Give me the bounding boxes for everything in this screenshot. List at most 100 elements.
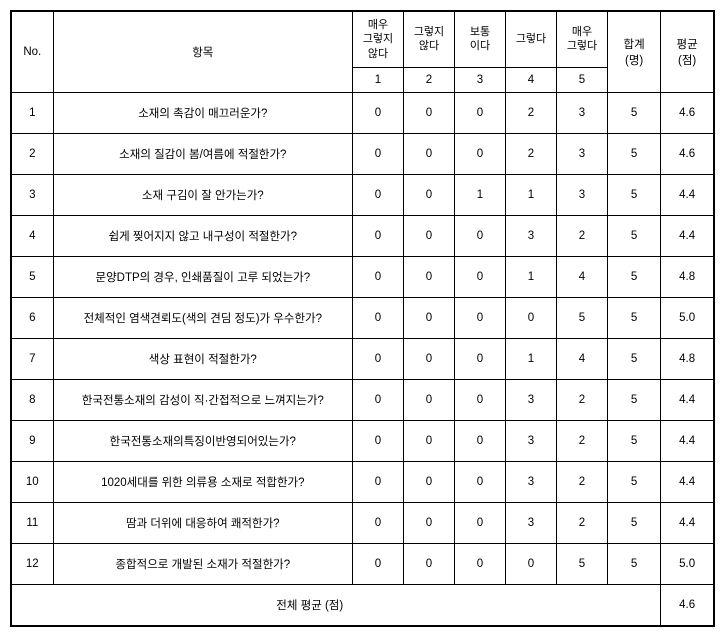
- row-scale-2: 0: [404, 297, 455, 338]
- row-item: 전체적인 염색견뢰도(색의 견딤 정도)가 우수한가?: [53, 297, 352, 338]
- row-scale-5: 3: [557, 133, 608, 174]
- row-scale-4: 3: [506, 215, 557, 256]
- row-scale-3: 0: [455, 420, 506, 461]
- header-scale-1-label: 매우그렇지않다: [353, 11, 404, 67]
- row-avg: 4.4: [661, 461, 714, 502]
- avg-label: 평균: [677, 39, 698, 51]
- row-scale-3: 0: [455, 297, 506, 338]
- row-scale-5: 2: [557, 420, 608, 461]
- total-label: 합계: [624, 39, 645, 51]
- scale-label-text: 매우그렇다: [567, 26, 597, 52]
- row-no: 6: [11, 297, 53, 338]
- row-scale-5: 3: [557, 174, 608, 215]
- row-total: 5: [608, 174, 661, 215]
- row-total: 5: [608, 133, 661, 174]
- row-total: 5: [608, 338, 661, 379]
- row-total: 5: [608, 297, 661, 338]
- row-scale-4: 2: [506, 133, 557, 174]
- row-scale-2: 0: [404, 543, 455, 584]
- footer-empty: [608, 584, 661, 626]
- table-row: 2소재의 질감이 봄/여름에 적절한가?0002354.6: [11, 133, 714, 174]
- total-unit: (명): [625, 55, 643, 67]
- row-scale-3: 0: [455, 215, 506, 256]
- row-no: 1: [11, 92, 53, 133]
- row-avg: 5.0: [661, 297, 714, 338]
- row-scale-2: 0: [404, 92, 455, 133]
- row-scale-3: 1: [455, 174, 506, 215]
- row-scale-5: 5: [557, 543, 608, 584]
- table-row: 8한국전통소재의 감성이 직·간접적으로 느껴지는가?0003254.4: [11, 379, 714, 420]
- row-no: 7: [11, 338, 53, 379]
- row-total: 5: [608, 543, 661, 584]
- row-avg: 4.4: [661, 215, 714, 256]
- scale-label-text: 매우그렇지않다: [363, 19, 393, 60]
- row-avg: 4.8: [661, 338, 714, 379]
- row-no: 4: [11, 215, 53, 256]
- scale-label-text: 보통이다: [470, 26, 490, 52]
- row-scale-1: 0: [353, 133, 404, 174]
- row-scale-5: 3: [557, 92, 608, 133]
- row-scale-2: 0: [404, 379, 455, 420]
- row-item: 1020세대를 위한 의류용 소재로 적합한가?: [53, 461, 352, 502]
- row-avg: 4.6: [661, 92, 714, 133]
- avg-unit: (점): [678, 55, 696, 67]
- row-scale-3: 0: [455, 379, 506, 420]
- scale-label-text: 그렇다: [516, 33, 546, 45]
- row-scale-4: 3: [506, 502, 557, 543]
- row-scale-2: 0: [404, 461, 455, 502]
- row-no: 8: [11, 379, 53, 420]
- table-row: 7색상 표현이 적절한가?0001454.8: [11, 338, 714, 379]
- row-item: 소재 구김이 잘 안가는가?: [53, 174, 352, 215]
- row-scale-5: 2: [557, 215, 608, 256]
- header-no: No.: [11, 11, 53, 92]
- header-item: 항목: [53, 11, 352, 92]
- row-total: 5: [608, 379, 661, 420]
- row-scale-5: 2: [557, 461, 608, 502]
- header-scale-4-num: 4: [506, 67, 557, 92]
- header-total: 합계 (명): [608, 11, 661, 92]
- scale-label-text: 그렇지않다: [414, 26, 444, 52]
- table-row: 4쉽게 찢어지지 않고 내구성이 적절한가?0003254.4: [11, 215, 714, 256]
- header-scale-5-label: 매우그렇다: [557, 11, 608, 67]
- row-scale-2: 0: [404, 338, 455, 379]
- header-scale-5-num: 5: [557, 67, 608, 92]
- header-scale-3-num: 3: [455, 67, 506, 92]
- row-scale-2: 0: [404, 174, 455, 215]
- header-scale-1-num: 1: [353, 67, 404, 92]
- table-row: 11땀과 더위에 대응하여 쾌적한가?0003254.4: [11, 502, 714, 543]
- row-scale-2: 0: [404, 256, 455, 297]
- row-no: 10: [11, 461, 53, 502]
- row-item: 종합적으로 개발된 소재가 적절한가?: [53, 543, 352, 584]
- row-no: 3: [11, 174, 53, 215]
- row-item: 소재의 촉감이 매끄러운가?: [53, 92, 352, 133]
- row-scale-3: 0: [455, 92, 506, 133]
- row-scale-1: 0: [353, 543, 404, 584]
- row-scale-3: 0: [455, 502, 506, 543]
- row-total: 5: [608, 92, 661, 133]
- row-item: 한국전통소재의 감성이 직·간접적으로 느껴지는가?: [53, 379, 352, 420]
- row-total: 5: [608, 215, 661, 256]
- row-scale-1: 0: [353, 256, 404, 297]
- row-total: 5: [608, 420, 661, 461]
- row-scale-4: 0: [506, 297, 557, 338]
- row-scale-4: 1: [506, 174, 557, 215]
- row-scale-1: 0: [353, 92, 404, 133]
- table-row: 9한국전통소재의특징이반영되어있는가?0003254.4: [11, 420, 714, 461]
- row-avg: 4.4: [661, 379, 714, 420]
- row-item: 땀과 더위에 대응하여 쾌적한가?: [53, 502, 352, 543]
- table-footer: 전체 평균 (점) 4.6: [11, 584, 714, 626]
- row-scale-4: 0: [506, 543, 557, 584]
- row-scale-2: 0: [404, 420, 455, 461]
- header-avg: 평균 (점): [661, 11, 714, 92]
- row-avg: 5.0: [661, 543, 714, 584]
- row-item: 소재의 질감이 봄/여름에 적절한가?: [53, 133, 352, 174]
- footer-avg: 4.6: [661, 584, 714, 626]
- row-no: 11: [11, 502, 53, 543]
- table-row: 5문양DTP의 경우, 인쇄품질이 고루 되었는가?0001454.8: [11, 256, 714, 297]
- row-item: 문양DTP의 경우, 인쇄품질이 고루 되었는가?: [53, 256, 352, 297]
- row-scale-3: 0: [455, 338, 506, 379]
- row-scale-3: 0: [455, 461, 506, 502]
- table-row: 1소재의 촉감이 매끄러운가?0002354.6: [11, 92, 714, 133]
- row-scale-4: 1: [506, 256, 557, 297]
- table-row: 12종합적으로 개발된 소재가 적절한가?0000555.0: [11, 543, 714, 584]
